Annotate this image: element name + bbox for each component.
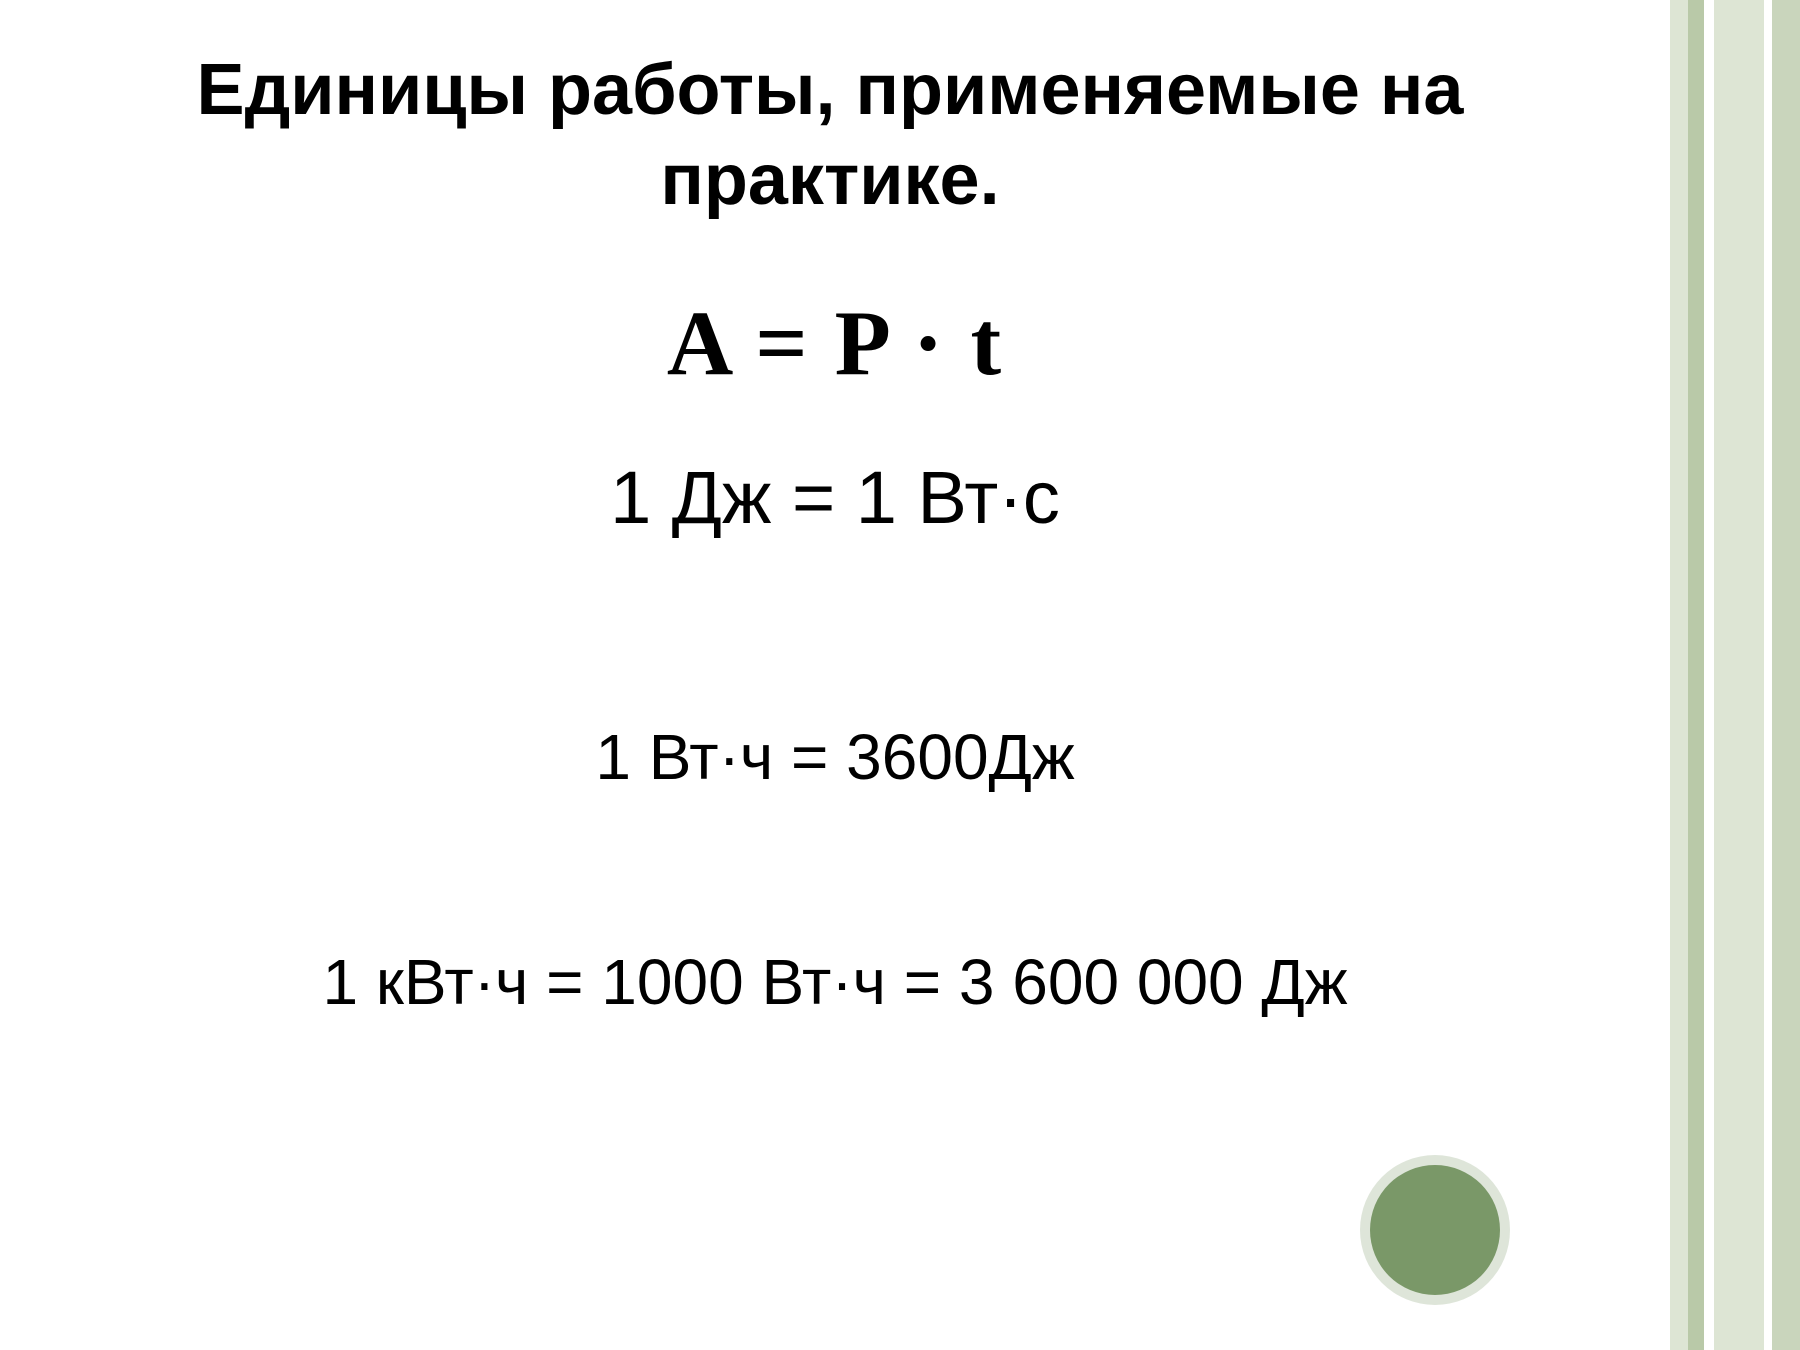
border-stripe	[1688, 0, 1704, 1350]
equation-kilowatthour: 1 кВт·ч = 1000 Вт·ч = 3 600 000 Дж	[0, 945, 1670, 1019]
decorative-circle	[1370, 1165, 1500, 1295]
border-stripe	[1764, 0, 1772, 1350]
border-stripe	[1704, 0, 1714, 1350]
main-formula: A = P · t	[0, 290, 1670, 396]
right-border-decoration	[1670, 0, 1800, 1350]
slide-title: Единицы работы, применяемые на практике.	[130, 45, 1530, 225]
border-stripe	[1670, 0, 1688, 1350]
slide-area: Единицы работы, применяемые на практике.…	[0, 0, 1670, 1350]
border-stripe	[1772, 0, 1800, 1350]
equation-watthour-joule: 1 Вт·ч = 3600Дж	[0, 720, 1670, 794]
equation-joule-wattsec: 1 Дж = 1 Вт·с	[0, 455, 1670, 540]
border-stripe	[1714, 0, 1764, 1350]
